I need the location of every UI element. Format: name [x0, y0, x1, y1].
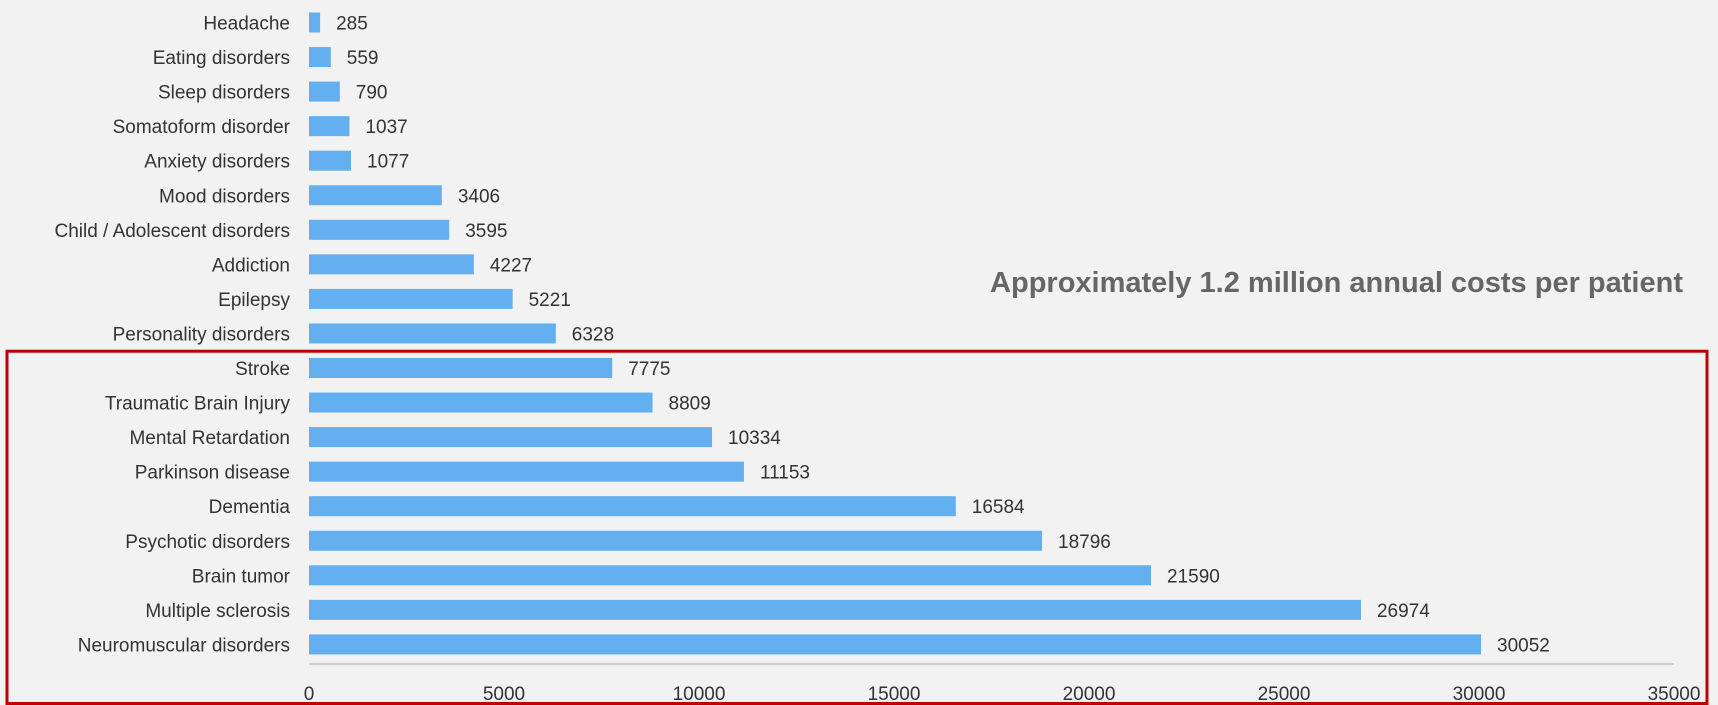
category-label: Epilepsy [218, 290, 290, 311]
value-label: 1077 [367, 152, 409, 173]
category-label: Anxiety disorders [144, 152, 290, 173]
category-label: Personality disorders [113, 324, 290, 345]
value-label: 7775 [628, 359, 670, 380]
x-tick-label: 0 [304, 684, 315, 705]
bar [309, 358, 613, 378]
category-label: Child / Adolescent disorders [54, 221, 290, 242]
category-label: Sleep disorders [158, 83, 290, 104]
bar [309, 565, 1152, 586]
value-label: 18796 [1058, 532, 1111, 553]
bar [309, 427, 713, 448]
category-label: Psychotic disorders [125, 532, 290, 553]
value-label: 559 [347, 48, 379, 69]
value-label: 3406 [458, 186, 500, 207]
category-label: Dementia [209, 497, 291, 518]
value-label: 1037 [365, 117, 407, 138]
x-tick-label: 25000 [1258, 684, 1311, 705]
bar [309, 47, 331, 68]
value-label: 8809 [669, 394, 711, 415]
category-label: Stroke [235, 359, 290, 380]
bar [309, 288, 513, 309]
category-label: Somatoform disorder [113, 117, 291, 138]
value-label: 285 [336, 14, 368, 35]
category-label: Multiple sclerosis [145, 601, 290, 622]
bar [309, 150, 352, 171]
category-label: Eating disorders [153, 48, 290, 69]
bar [309, 81, 340, 102]
bar [309, 185, 442, 206]
category-label: Addiction [212, 255, 290, 276]
bar [309, 599, 1361, 620]
bar [309, 392, 653, 413]
bar [309, 496, 956, 517]
value-label: 3595 [465, 221, 507, 242]
value-label: 16584 [972, 497, 1025, 518]
value-label: 6328 [572, 324, 614, 345]
x-tick-labels: 0 5000 10000 15000 20000 25000 30000 35000 [304, 684, 1701, 705]
value-label: 11153 [760, 463, 810, 484]
category-label: Brain tumor [192, 566, 291, 587]
category-label: Traumatic Brain Injury [105, 394, 291, 415]
category-label: Headache [203, 14, 290, 35]
x-tick-label: 35000 [1648, 684, 1701, 705]
x-tick-label: 20000 [1063, 684, 1116, 705]
callout-text: Approximately 1.2 million annual costs p… [990, 267, 1683, 299]
bar [309, 12, 321, 33]
highlight-box [5, 349, 1709, 705]
bar [309, 323, 556, 344]
category-label: Parkinson disease [135, 463, 290, 484]
bar [309, 219, 450, 240]
x-tick-label: 30000 [1453, 684, 1506, 705]
value-label: 26974 [1377, 601, 1430, 622]
value-label: 30052 [1497, 635, 1550, 656]
category-label: Neuromuscular disorders [78, 635, 290, 656]
labels-layer: Headache 285 Eating disorders 559 Sleep diso… [54, 14, 1549, 657]
value-label: 4227 [490, 255, 532, 276]
value-label: 21590 [1167, 566, 1220, 587]
bar [309, 254, 474, 275]
category-label: Mood disorders [159, 186, 290, 207]
x-tick-label: 15000 [868, 684, 921, 705]
bar [309, 461, 744, 482]
value-label: 790 [356, 83, 388, 104]
x-tick-label: 10000 [673, 684, 726, 705]
bar [309, 116, 350, 137]
bar [309, 530, 1043, 551]
x-tick-label: 5000 [483, 684, 525, 705]
bars-layer [309, 12, 1482, 655]
category-label: Mental Retardation [129, 428, 290, 449]
value-label: 5221 [529, 290, 571, 311]
bar [309, 634, 1482, 655]
value-label: 10334 [728, 428, 781, 449]
